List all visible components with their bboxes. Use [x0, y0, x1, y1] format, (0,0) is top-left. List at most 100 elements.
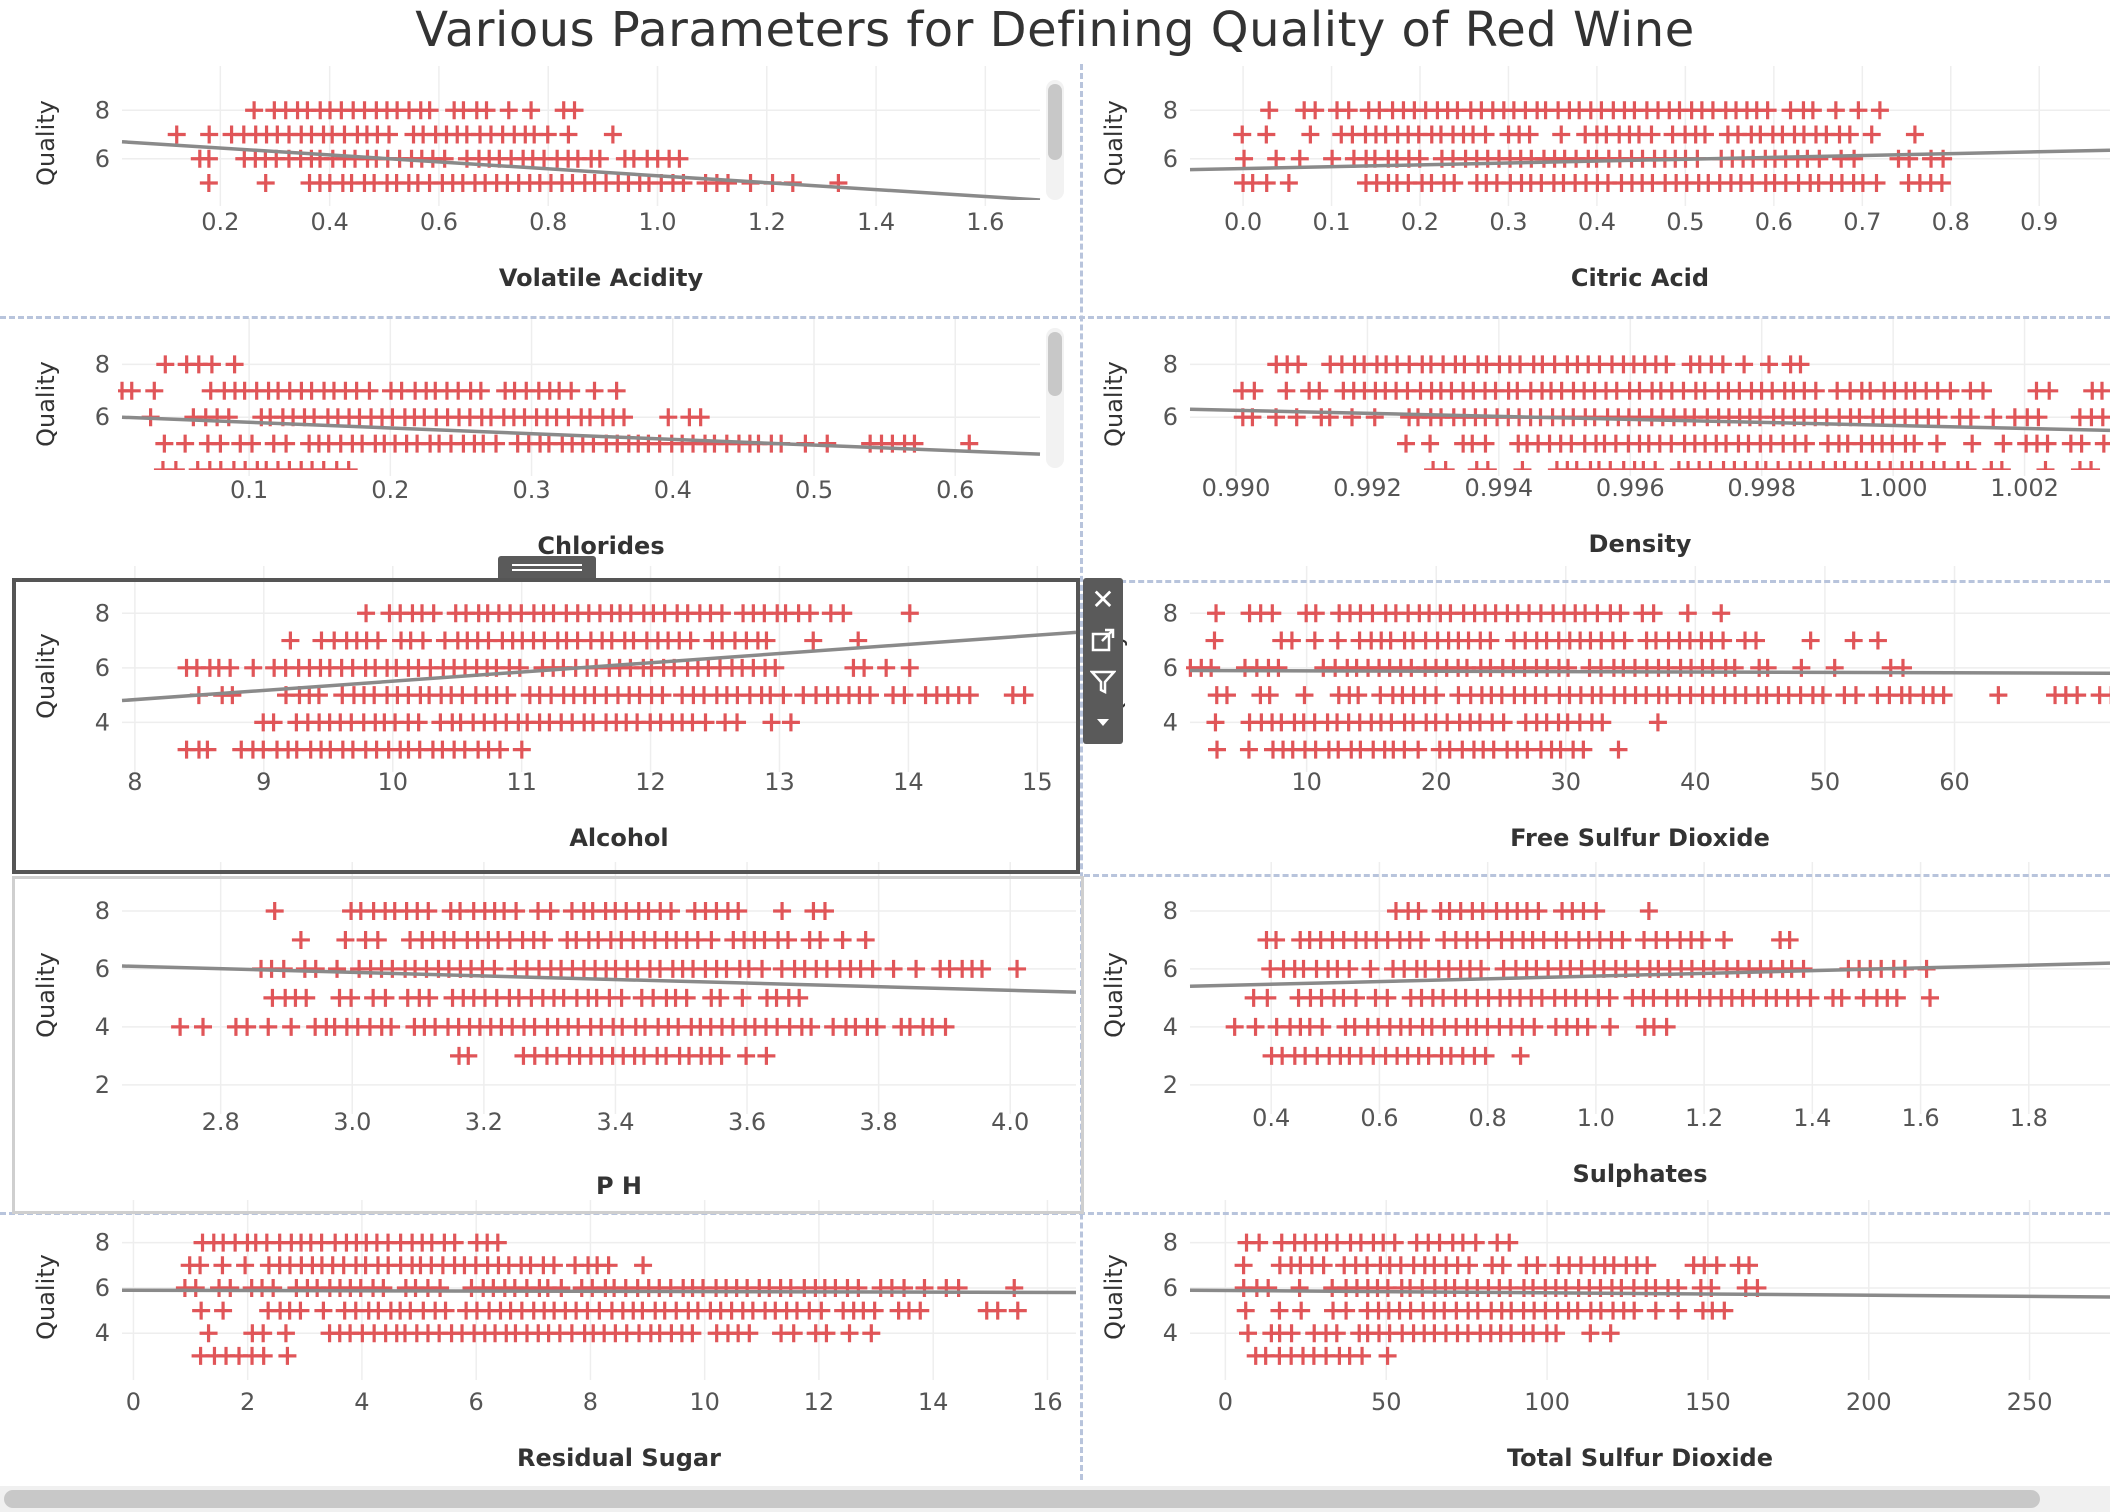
x-tick-label: 50	[1810, 768, 1841, 796]
data-point	[1313, 1017, 1332, 1036]
data-point	[1634, 461, 1653, 470]
x-tick-label: 150	[1685, 1388, 1731, 1416]
data-point	[1961, 408, 1980, 427]
data-point	[382, 1017, 401, 1036]
y-tick-label: 8	[1163, 1229, 1178, 1257]
data-point	[603, 125, 622, 144]
data-point	[199, 1324, 218, 1343]
data-point	[256, 174, 275, 193]
x-tick-label: 60	[1939, 768, 1970, 796]
y-tick-label: 8	[95, 599, 110, 627]
data-point	[562, 381, 581, 400]
data-point	[1625, 1301, 1644, 1320]
x-tick-label: 2.8	[202, 1108, 240, 1136]
data-point	[1547, 1324, 1566, 1343]
data-point	[1769, 461, 1788, 470]
x-tick-label: 1.0	[1577, 1104, 1615, 1132]
data-point	[192, 1301, 211, 1320]
data-point	[2040, 381, 2059, 400]
close-icon[interactable]: ✕	[1091, 583, 1115, 616]
data-point	[1343, 408, 1362, 427]
horizontal-scrollbar[interactable]	[0, 1486, 2110, 1512]
vertical-scrollbar-1[interactable]	[1046, 80, 1064, 200]
data-point	[535, 930, 554, 949]
data-point	[1813, 686, 1832, 705]
data-point	[1552, 125, 1571, 144]
data-point	[1801, 631, 1820, 650]
data-point	[1678, 604, 1697, 623]
data-point	[1810, 149, 1829, 168]
data-point	[949, 1278, 968, 1297]
data-point	[829, 174, 848, 193]
data-point	[1290, 149, 1309, 168]
data-point	[696, 713, 715, 732]
open-external-icon[interactable]	[1083, 620, 1123, 660]
data-point	[1259, 1278, 1278, 1297]
x-tick-label: 0.8	[529, 208, 567, 236]
trend-line	[1189, 668, 2110, 676]
data-point	[1233, 125, 1252, 144]
data-point	[840, 1324, 859, 1343]
data-point	[1478, 461, 1497, 470]
chart-1: 0.2 0.4 0.6 0.8 1.0 1.2 1.4 1.6 6 8 Volatile Acidi…	[32, 66, 1041, 292]
data-point	[1611, 604, 1630, 623]
data-point	[156, 355, 175, 374]
data-point	[259, 1017, 278, 1036]
y-axis-title: Quality	[32, 361, 60, 447]
x-tick-label: 0.6	[420, 208, 458, 236]
data-point	[1609, 740, 1628, 759]
data-point	[662, 901, 681, 920]
data-point	[1225, 1017, 1244, 1036]
data-point	[1814, 461, 1833, 470]
data-point	[1409, 740, 1428, 759]
y-axis-title: Quality	[32, 633, 60, 719]
scroll-thumb[interactable]	[1048, 332, 1062, 396]
data-point	[221, 1278, 240, 1297]
data-point	[1529, 901, 1548, 920]
scroll-thumb[interactable]	[1048, 84, 1062, 160]
data-point	[1207, 604, 1226, 623]
data-point	[225, 355, 244, 374]
data-point	[1520, 125, 1539, 144]
data-point	[374, 1278, 393, 1297]
data-point	[855, 658, 874, 677]
data-point	[599, 1256, 618, 1275]
data-point	[1567, 461, 1586, 470]
data-point	[268, 461, 287, 470]
dashboard-title: Various Parameters for Defining Quality …	[415, 2, 1695, 58]
scroll-thumb[interactable]	[4, 1490, 2040, 1508]
data-point	[1263, 604, 1282, 623]
filter-icon[interactable]	[1083, 662, 1123, 702]
data-point	[1239, 740, 1258, 759]
x-tick-label: 2	[240, 1388, 255, 1416]
data-point	[176, 434, 195, 453]
data-point	[1791, 461, 1810, 470]
y-tick-label: 4	[1163, 1013, 1178, 1041]
data-point	[224, 461, 243, 470]
chart-10: 0 50 100 150 200 250 4 6 8 Total Sulfur Dioxide Qu…	[1100, 1200, 2110, 1472]
data-point	[368, 930, 387, 949]
data-point	[2072, 434, 2091, 453]
y-tick-label: 8	[1163, 599, 1178, 627]
data-point	[753, 959, 772, 978]
data-point	[327, 461, 346, 470]
data-point	[1725, 658, 1744, 677]
trend-line	[1189, 407, 2110, 433]
data-point	[1267, 930, 1286, 949]
column-divider	[1080, 64, 1083, 1480]
y-tick-label: 6	[1163, 654, 1178, 682]
data-point	[166, 461, 185, 470]
x-tick-label: 0.990	[1202, 474, 1271, 502]
data-point	[248, 461, 267, 470]
x-tick-label: 10	[1291, 768, 1322, 796]
x-axis-title: Citric Acid	[1571, 264, 1709, 292]
data-point	[1994, 434, 2013, 453]
y-tick-label: 4	[1163, 1319, 1178, 1347]
caret-down-icon[interactable]	[1083, 702, 1123, 742]
data-point	[762, 713, 781, 732]
data-point	[729, 901, 748, 920]
drag-grip-icon[interactable]	[498, 556, 596, 578]
vertical-scrollbar-2[interactable]	[1046, 328, 1064, 468]
data-point	[1992, 461, 2011, 470]
